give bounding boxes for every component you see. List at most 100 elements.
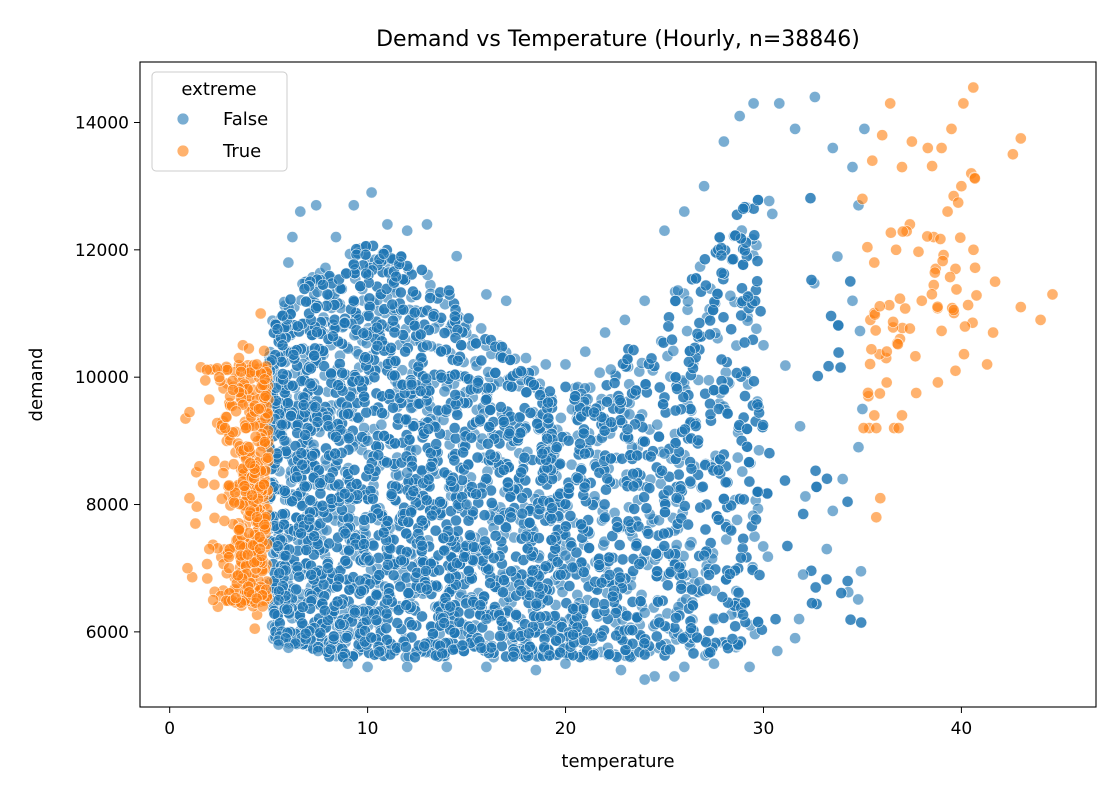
scatter-points [179, 81, 1059, 686]
data-point-false [484, 577, 497, 590]
data-point-false [375, 418, 388, 431]
data-point-false [820, 573, 833, 586]
data-point-false [854, 325, 866, 337]
data-point-false [377, 247, 390, 260]
data-point-false [603, 551, 616, 564]
data-point-false [340, 631, 353, 644]
data-point-false [407, 485, 420, 498]
data-point-false [424, 447, 437, 459]
data-point-false [448, 422, 461, 434]
data-point-false [518, 451, 531, 464]
data-point-false [682, 518, 694, 531]
data-point-false [463, 607, 476, 620]
data-point-false [276, 309, 289, 322]
data-point-false [652, 595, 664, 608]
data-point-false [555, 411, 567, 424]
data-point-false [717, 311, 730, 324]
data-point-false [420, 372, 433, 385]
data-point-false [408, 651, 421, 664]
data-point-false [737, 493, 750, 506]
data-point-false [305, 568, 318, 581]
data-point-false [405, 619, 418, 631]
data-point-false [640, 544, 653, 557]
data-point-false [731, 514, 743, 526]
data-point-false [750, 322, 763, 335]
data-point-false [332, 478, 345, 491]
data-point-false [821, 472, 833, 485]
data-point-false [564, 510, 577, 522]
data-point-false [691, 327, 704, 340]
data-point-false [731, 451, 744, 464]
data-point-false [400, 527, 413, 540]
data-point-false [304, 377, 317, 390]
data-point-false [739, 596, 751, 609]
data-point-false [613, 539, 626, 551]
data-point-false [271, 540, 284, 553]
data-point-false [804, 192, 817, 205]
data-point-false [593, 559, 605, 571]
data-point-false [738, 336, 751, 349]
data-point-false [572, 472, 584, 485]
data-point-false [449, 432, 462, 445]
data-point-false [559, 498, 572, 510]
data-point-false [440, 403, 453, 416]
data-point-false [685, 462, 698, 475]
data-point-false [448, 310, 461, 323]
data-point-false [601, 472, 614, 485]
data-point-false [657, 527, 670, 540]
data-point-false [751, 398, 764, 411]
data-point-false [751, 275, 764, 288]
data-point-false [727, 253, 739, 266]
data-point-false [757, 419, 769, 431]
data-point-false [844, 275, 857, 288]
data-point-false [451, 354, 464, 367]
data-point-false [616, 553, 629, 566]
data-point-false [578, 634, 590, 647]
data-point-false [268, 607, 281, 620]
data-point-false [450, 514, 462, 527]
data-point-false [763, 195, 776, 207]
data-point-false [480, 393, 492, 406]
data-point-false [429, 524, 442, 537]
data-point-false [533, 532, 545, 544]
data-point-false [385, 341, 397, 354]
data-point-false [448, 627, 461, 639]
data-point-false [638, 648, 651, 661]
data-point-false [494, 630, 506, 643]
data-point-false [554, 457, 566, 470]
data-point-false [560, 520, 572, 533]
data-point-false [435, 345, 447, 358]
data-point-false [805, 274, 818, 286]
data-point-false [841, 495, 854, 508]
data-point-false [687, 599, 699, 612]
data-point-false [605, 452, 617, 465]
data-point-false [644, 450, 657, 463]
data-point-false [534, 389, 546, 401]
data-point-false [484, 448, 497, 461]
data-point-false [694, 501, 707, 514]
data-point-false [306, 449, 319, 462]
data-point-false [383, 388, 396, 401]
data-point-false [296, 458, 309, 471]
data-point-false [372, 449, 385, 462]
data-point-false [681, 325, 693, 337]
data-point-false [475, 322, 488, 335]
data-point-false [675, 582, 688, 595]
data-point-false [497, 574, 510, 587]
data-point-false [711, 287, 724, 300]
data-point-false [667, 344, 680, 357]
data-point-false [562, 434, 575, 447]
data-point-false [489, 529, 502, 542]
data-point-false [739, 390, 751, 402]
data-point-false [430, 438, 443, 450]
data-point-false [608, 377, 621, 389]
data-point-false [651, 418, 664, 431]
data-point-false [494, 401, 507, 413]
data-point-false [748, 530, 761, 543]
data-point-false [671, 382, 683, 395]
data-point-false [677, 391, 690, 404]
data-point-false [736, 282, 748, 295]
data-point-false [737, 608, 749, 621]
data-point-false [418, 640, 431, 653]
data-point-false [492, 513, 505, 526]
